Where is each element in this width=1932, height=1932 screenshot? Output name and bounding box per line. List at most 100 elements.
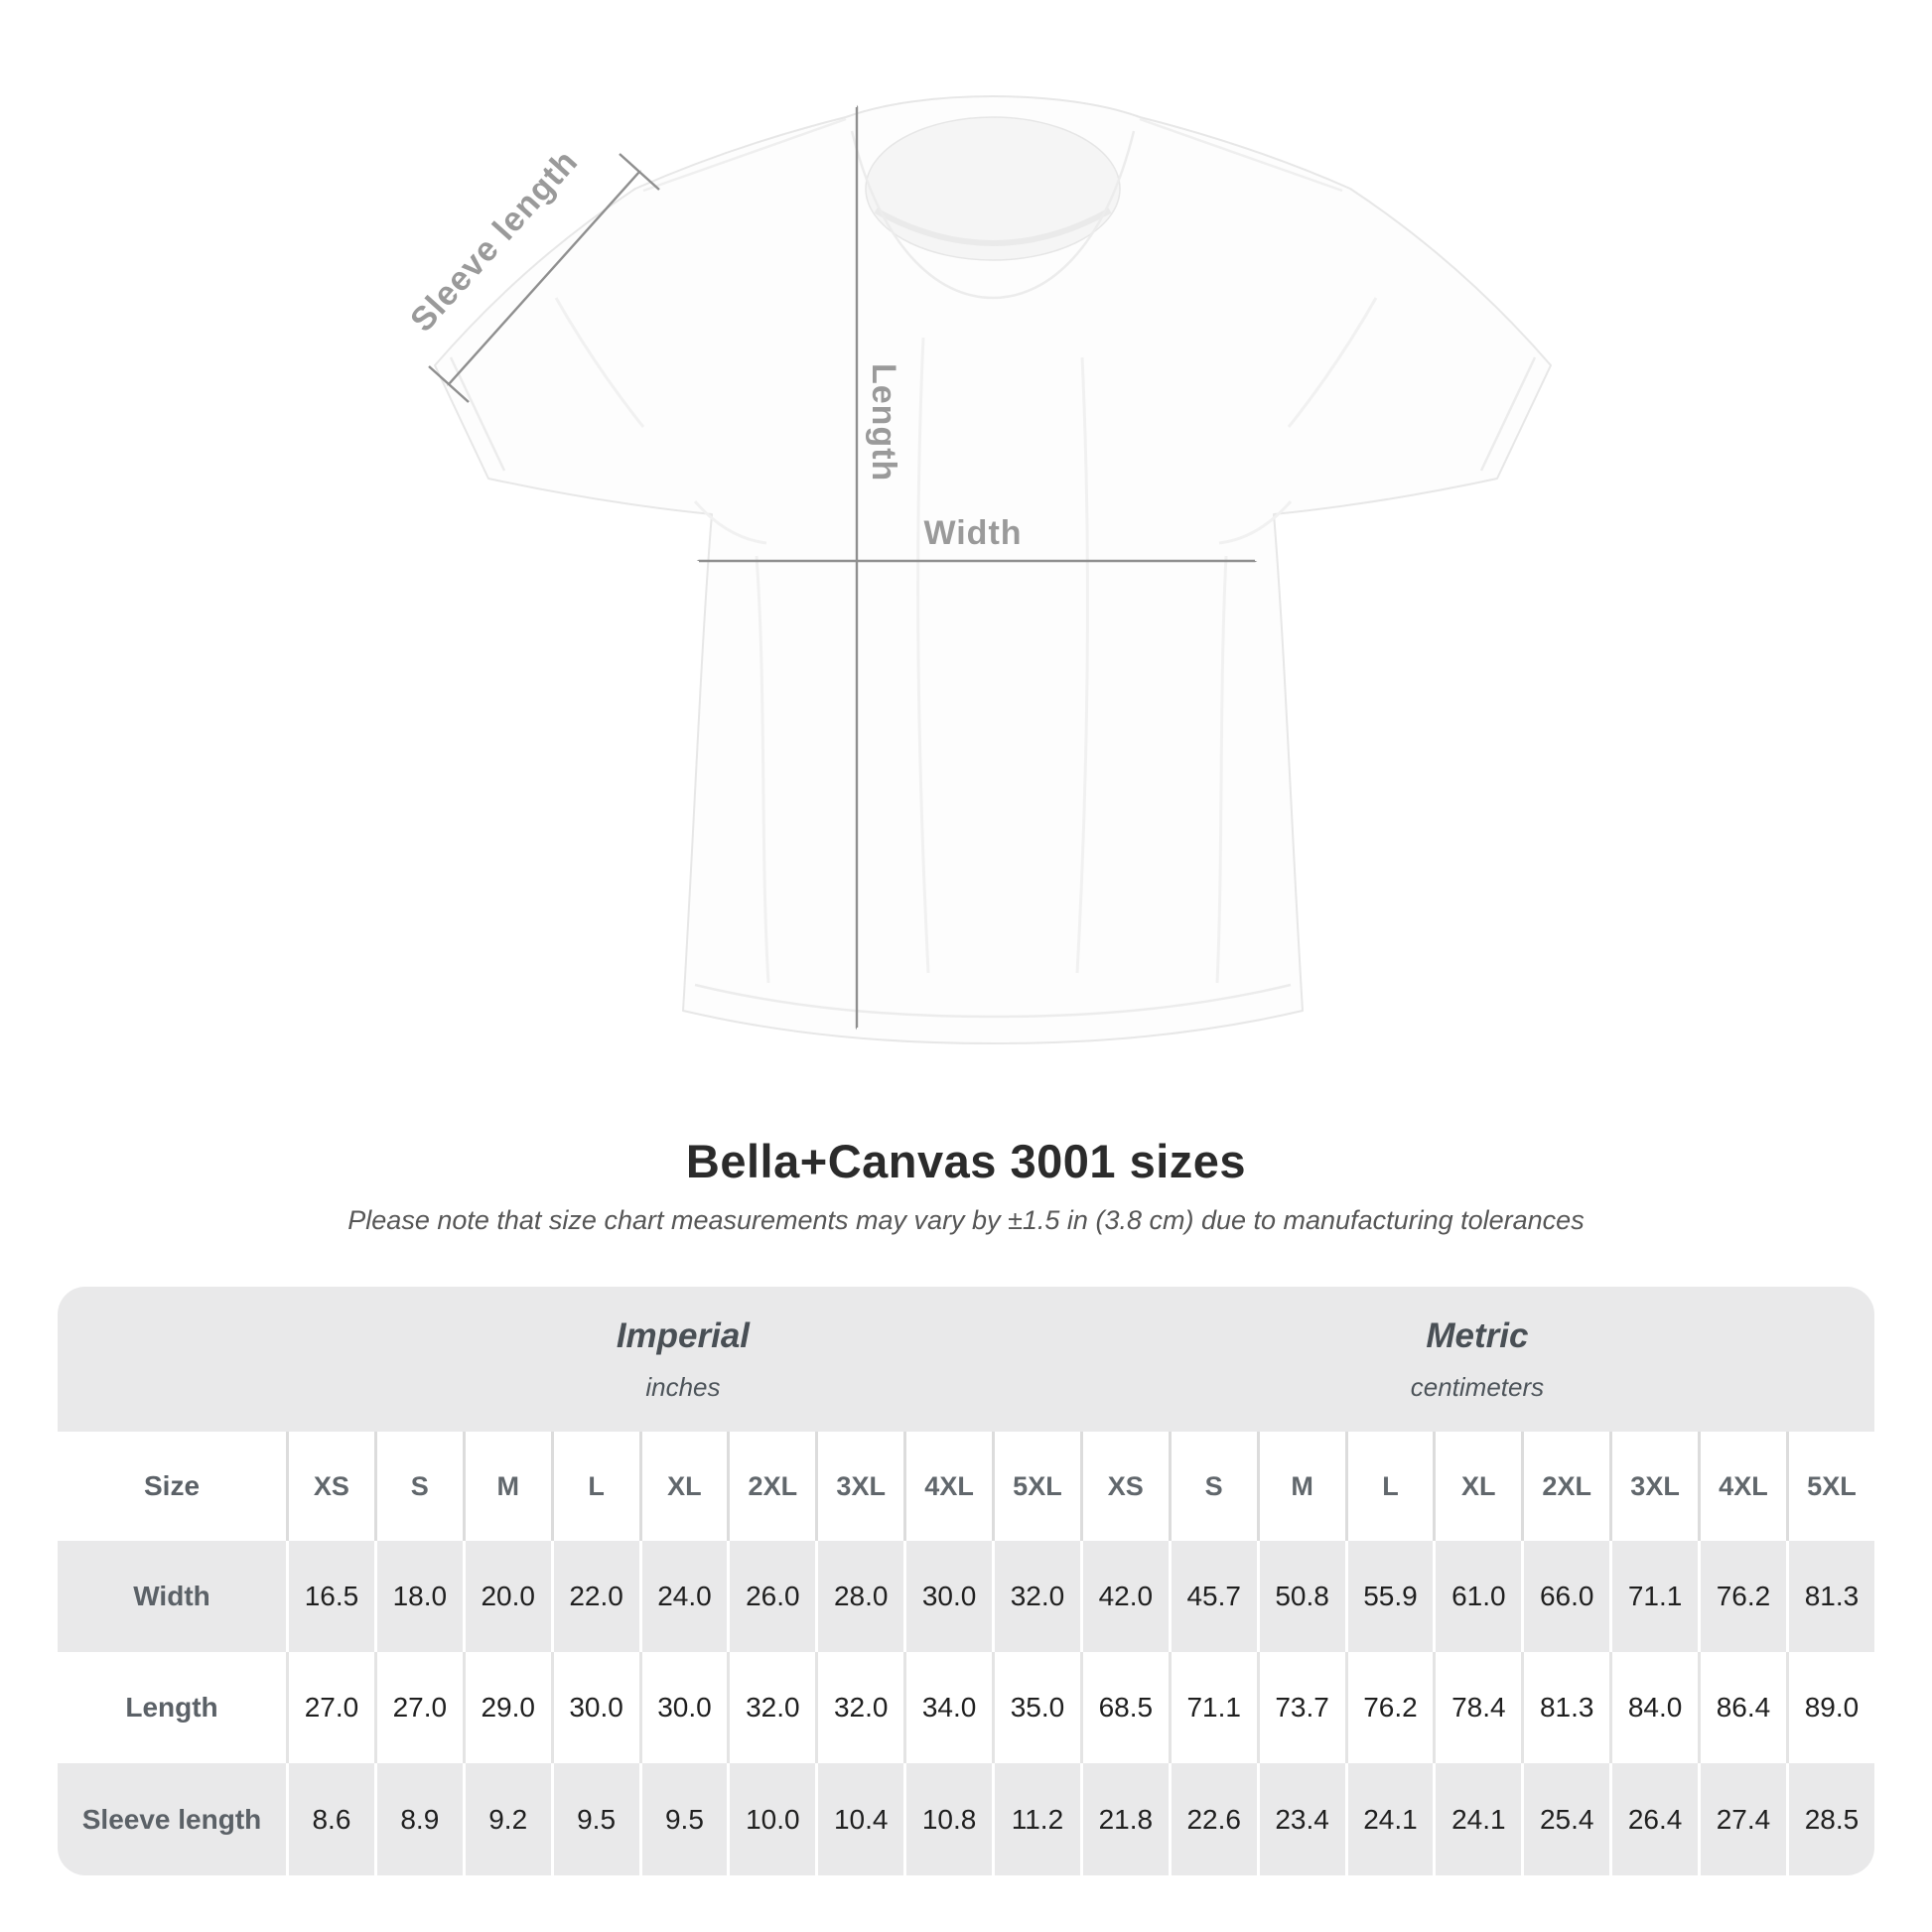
size-column-header: 4XL: [1698, 1432, 1786, 1541]
metric-label: Metric: [1426, 1315, 1529, 1355]
measurement-cell: 24.1: [1433, 1763, 1522, 1875]
size-chart-table: Imperial inches Metric centimeters Size …: [58, 1287, 1874, 1875]
measurement-cell: 23.4: [1256, 1763, 1345, 1875]
tolerance-note: Please note that size chart measurements…: [347, 1205, 1585, 1235]
size-column-header: 2XL: [727, 1432, 816, 1541]
tshirt-photo: [434, 95, 1552, 1044]
measurement-cell: 26.0: [727, 1541, 816, 1652]
measurement-cell: 27.0: [373, 1652, 463, 1763]
measurement-cell: 26.4: [1609, 1763, 1698, 1875]
measurement-cell: 28.5: [1785, 1763, 1874, 1875]
imperial-label: Imperial: [616, 1315, 751, 1355]
measurement-cell: 76.2: [1344, 1652, 1434, 1763]
size-column-title: Size: [58, 1432, 286, 1541]
sleeve-arrow-end-tick-top: [619, 153, 660, 191]
size-column-header: XS: [1079, 1432, 1169, 1541]
size-column-header: 5XL: [992, 1432, 1080, 1541]
collar-seam: [850, 130, 1136, 300]
measurement-cell: 22.0: [550, 1541, 639, 1652]
measurement-cell: 8.9: [373, 1763, 463, 1875]
measurement-cell: 71.1: [1168, 1652, 1257, 1763]
measurement-cell: 9.2: [462, 1763, 551, 1875]
measurement-cell: 71.1: [1609, 1541, 1698, 1652]
size-column-header: XL: [1433, 1432, 1522, 1541]
size-column-header: S: [373, 1432, 463, 1541]
measurement-cell: 81.3: [1785, 1541, 1874, 1652]
measurement-cell: 89.0: [1785, 1652, 1874, 1763]
unit-header-spacer: [58, 1287, 286, 1432]
measurement-cell: 9.5: [550, 1763, 639, 1875]
measurement-cell: 76.2: [1698, 1541, 1786, 1652]
width-label: Width: [923, 514, 1022, 552]
size-column-header: M: [462, 1432, 551, 1541]
metric-unit-label: centimeters: [1410, 1371, 1545, 1402]
measurement-cell: 55.9: [1344, 1541, 1434, 1652]
size-header-row: Size XS S M L XL 2XL 3XL 4XL 5XL XS S M L XL 2XL 3XL 4XL…: [58, 1432, 1874, 1541]
shoulder-seam-left: [642, 117, 847, 193]
measurement-cell: 30.0: [550, 1652, 639, 1763]
size-column-header: M: [1256, 1432, 1345, 1541]
measurement-cell: 29.0: [462, 1652, 551, 1763]
row-label-sleeve-length: Sleeve length: [58, 1763, 286, 1875]
length-row: Length 27.0 27.0 29.0 30.0 30.0 32.0 32.0 34.0 3…: [58, 1652, 1874, 1763]
size-column-header: L: [550, 1432, 639, 1541]
size-column-header: XS: [286, 1432, 374, 1541]
measurement-cell: 50.8: [1256, 1541, 1345, 1652]
measurement-cell: 32.0: [727, 1652, 816, 1763]
measurement-cell: 42.0: [1079, 1541, 1169, 1652]
measurement-cell: 32.0: [815, 1652, 904, 1763]
measurement-cell: 27.0: [286, 1652, 374, 1763]
size-column-header: XL: [638, 1432, 728, 1541]
measurement-cell: 10.0: [727, 1763, 816, 1875]
page-title: Bella+Canvas 3001 sizes: [685, 1135, 1247, 1187]
row-label-length: Length: [58, 1652, 286, 1763]
measurement-cell: 22.6: [1168, 1763, 1257, 1875]
measurement-cell: 68.5: [1079, 1652, 1169, 1763]
measurement-cell: 24.0: [638, 1541, 728, 1652]
row-label-width: Width: [58, 1541, 286, 1652]
measurement-cell: 30.0: [638, 1652, 728, 1763]
size-chart: Imperial inches Metric centimeters Size …: [58, 1287, 1874, 1875]
measurement-cell: 10.4: [815, 1763, 904, 1875]
cuff-stitch-right: [1479, 356, 1537, 472]
measurement-cell: 32.0: [992, 1541, 1080, 1652]
measurement-cell: 78.4: [1433, 1652, 1522, 1763]
measurement-cell: 8.6: [286, 1763, 374, 1875]
sleeve-length-row: Sleeve length 8.6 8.9 9.2 9.5 9.5 10.0 10.4 10.…: [58, 1763, 1874, 1875]
measurement-cell: 66.0: [1521, 1541, 1610, 1652]
measurement-cell: 25.4: [1521, 1763, 1610, 1875]
measurement-cell: 21.8: [1079, 1763, 1169, 1875]
measurement-cell: 86.4: [1698, 1652, 1786, 1763]
measurement-cell: 61.0: [1433, 1541, 1522, 1652]
measurement-cell: 81.3: [1521, 1652, 1610, 1763]
size-column-header: S: [1168, 1432, 1257, 1541]
collar-opening: [865, 116, 1121, 261]
sleeve-length-arrow: [449, 172, 639, 384]
sleeve-arrow-end-tick-bottom: [428, 365, 470, 403]
measurement-cell: 45.7: [1168, 1541, 1257, 1652]
size-column-header: 3XL: [1609, 1432, 1698, 1541]
measurement-cell: 11.2: [992, 1763, 1080, 1875]
measurement-cell: 9.5: [638, 1763, 728, 1875]
size-column-header: 4XL: [903, 1432, 992, 1541]
size-column-header: 5XL: [1785, 1432, 1874, 1541]
shoulder-seam-right: [1139, 117, 1343, 193]
imperial-unit-label: inches: [645, 1371, 721, 1402]
measurement-cell: 30.0: [903, 1541, 992, 1652]
hem-stitch: [694, 983, 1292, 1019]
measurement-cell: 27.4: [1698, 1763, 1786, 1875]
measurement-cell: 16.5: [286, 1541, 374, 1652]
size-column-header: L: [1344, 1432, 1434, 1541]
measurement-cell: 35.0: [992, 1652, 1080, 1763]
unit-header-row: Imperial inches Metric centimeters: [58, 1287, 1874, 1432]
width-row: Width 16.5 18.0 20.0 22.0 24.0 26.0 28.0 30.0 32…: [58, 1541, 1874, 1652]
measurement-cell: 84.0: [1609, 1652, 1698, 1763]
unit-header-metric: Metric centimeters: [1079, 1287, 1874, 1432]
dimension-annotations: [428, 107, 1255, 1028]
measurement-cell: 73.7: [1256, 1652, 1345, 1763]
measurement-cell: 24.1: [1344, 1763, 1434, 1875]
collar-inner-shadow: [874, 207, 1112, 246]
length-label: Length: [865, 363, 902, 482]
measurement-cell: 20.0: [462, 1541, 551, 1652]
size-column-header: 3XL: [815, 1432, 904, 1541]
